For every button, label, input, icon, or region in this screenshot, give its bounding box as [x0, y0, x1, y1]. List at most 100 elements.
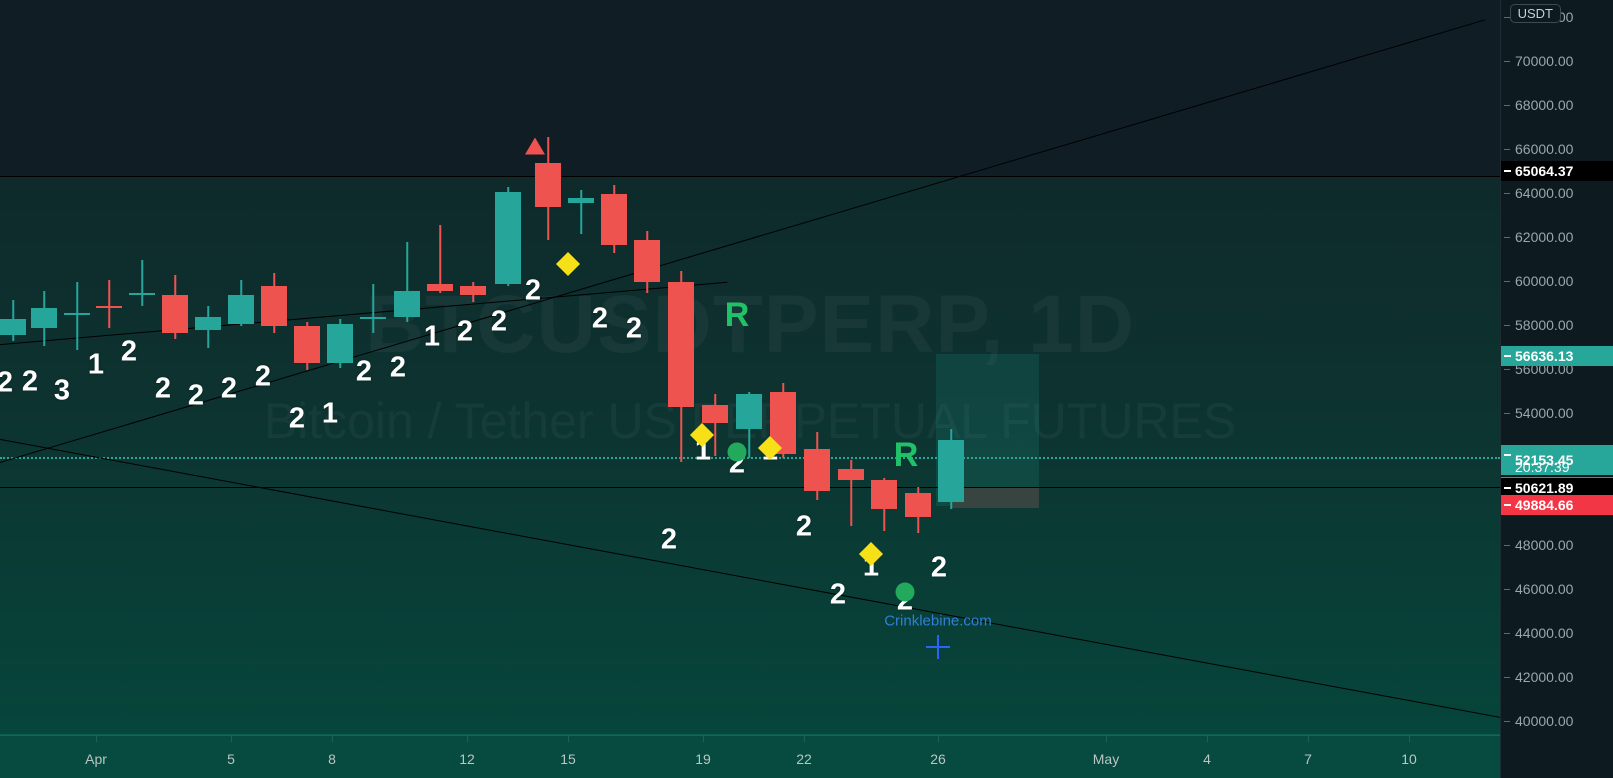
- candlestick: [129, 260, 155, 307]
- time-tick-label: Apr: [85, 751, 107, 767]
- gray-range-zone[interactable]: [952, 487, 1039, 508]
- time-tick-mark: [804, 735, 805, 742]
- price-tick: 46000.00: [1501, 581, 1613, 597]
- count-label: 2: [187, 379, 205, 412]
- candle-body: [327, 323, 353, 364]
- candle-body: [129, 293, 155, 296]
- level-line-50684[interactable]: [0, 487, 1500, 488]
- level-line-65064[interactable]: [0, 176, 1500, 177]
- candle-wick: [108, 279, 110, 329]
- count-label: 2: [524, 274, 542, 307]
- count-label: 2: [930, 551, 948, 584]
- candlestick: [804, 431, 830, 500]
- count-label: 2: [456, 315, 474, 348]
- candle-wick: [580, 189, 582, 234]
- price-label-countdown: 20:37:39: [1515, 458, 1570, 475]
- price-tick-label: 68000.00: [1515, 97, 1574, 113]
- crosshair-marker[interactable]: [926, 635, 950, 659]
- count-label: 2: [154, 372, 172, 405]
- candlestick: [905, 486, 931, 533]
- time-tick-mark: [332, 735, 333, 742]
- count-label: 2: [389, 351, 407, 384]
- price-tick-dash: [1504, 237, 1510, 238]
- count-label: 1: [321, 397, 339, 430]
- price-highlight-label[interactable]: 65064.37: [1501, 160, 1613, 181]
- time-tick-label: 12: [459, 751, 475, 767]
- candle-body: [905, 493, 931, 518]
- price-tick-label: 70000.00: [1515, 53, 1574, 69]
- count-label: 1: [87, 348, 105, 381]
- price-tick-dash: [1504, 369, 1510, 370]
- price-tick: 60000.00: [1501, 273, 1613, 289]
- price-tick-dash: [1504, 17, 1510, 18]
- price-tick: 40000.00: [1501, 713, 1613, 729]
- candle-body: [495, 191, 521, 285]
- candle-body: [360, 317, 386, 320]
- count-label: 2: [21, 365, 39, 398]
- chart-pane[interactable]: BTCUSDTPERP, 1D Bitcoin / Tether US PERP…: [0, 0, 1500, 778]
- candlestick: [96, 279, 122, 329]
- price-tick: 58000.00: [1501, 317, 1613, 333]
- price-scale[interactable]: 72000.0070000.0068000.0066000.0064000.00…: [1500, 0, 1613, 778]
- reversal-letter-marker: R: [724, 296, 750, 334]
- time-scale[interactable]: Apr 5 8 12 15 19 22 26 May 4 7 10: [0, 734, 1500, 778]
- count-label: 2: [220, 372, 238, 405]
- price-label-dash: [1504, 355, 1511, 357]
- time-tick-mark: [1409, 735, 1410, 742]
- candle-wick: [850, 460, 852, 527]
- chart-background-lower: [0, 176, 1500, 778]
- candle-body: [31, 308, 57, 329]
- price-tick: 68000.00: [1501, 97, 1613, 113]
- candlestick: [938, 429, 964, 509]
- price-tick-dash: [1504, 589, 1510, 590]
- price-highlight-label[interactable]: 52153.45 20:37:39: [1501, 444, 1613, 475]
- site-watermark-tag: Crinklebine.com: [884, 612, 992, 630]
- candlestick: [294, 321, 320, 370]
- candlestick: [0, 299, 26, 342]
- candlestick: [634, 231, 660, 293]
- candle-body: [702, 405, 728, 423]
- candle-body: [162, 295, 188, 333]
- price-tick: 62000.00: [1501, 229, 1613, 245]
- candlestick: [601, 185, 627, 254]
- price-tick-label: 64000.00: [1515, 185, 1574, 201]
- price-tick-label: 66000.00: [1515, 141, 1574, 157]
- candlestick: [162, 275, 188, 340]
- time-tick-mark: [1106, 735, 1107, 742]
- price-highlight-label[interactable]: 49884.66: [1501, 494, 1613, 515]
- candle-body: [64, 312, 90, 315]
- price-tick-dash: [1504, 677, 1510, 678]
- candlestick: [736, 392, 762, 458]
- candle-wick: [76, 282, 78, 351]
- reversal-letter-marker: R: [893, 436, 919, 474]
- count-label: 2: [254, 360, 272, 393]
- candlestick: [495, 187, 521, 287]
- price-tick-label: 48000.00: [1515, 537, 1574, 553]
- candlestick: [427, 224, 453, 293]
- time-tick-mark: [703, 735, 704, 742]
- currency-badge[interactable]: USDT: [1509, 4, 1561, 23]
- price-tick-label: 44000.00: [1515, 625, 1574, 641]
- candle-body: [228, 295, 254, 324]
- candlestick: [568, 189, 594, 234]
- price-tick-dash: [1504, 281, 1510, 282]
- candle-wick: [714, 394, 716, 456]
- price-tick: 70000.00: [1501, 53, 1613, 69]
- price-highlight-label[interactable]: 56636.13: [1501, 346, 1613, 366]
- price-highlight-label[interactable]: 50621.89: [1501, 478, 1613, 499]
- time-tick-label: May: [1092, 751, 1120, 767]
- price-tick-dash: [1504, 193, 1510, 194]
- price-tick-label: 40000.00: [1515, 713, 1574, 729]
- time-tick-label: 15: [560, 751, 576, 767]
- candle-body: [568, 198, 594, 203]
- price-tick: 48000.00: [1501, 537, 1613, 553]
- time-tick-label: 7: [1304, 751, 1312, 767]
- candle-body: [804, 449, 830, 491]
- candle-body: [668, 282, 694, 408]
- candlestick: [535, 136, 561, 241]
- time-tick-mark: [231, 735, 232, 742]
- candlestick: [327, 319, 353, 368]
- count-label: 2: [591, 302, 609, 335]
- candlestick: [228, 279, 254, 326]
